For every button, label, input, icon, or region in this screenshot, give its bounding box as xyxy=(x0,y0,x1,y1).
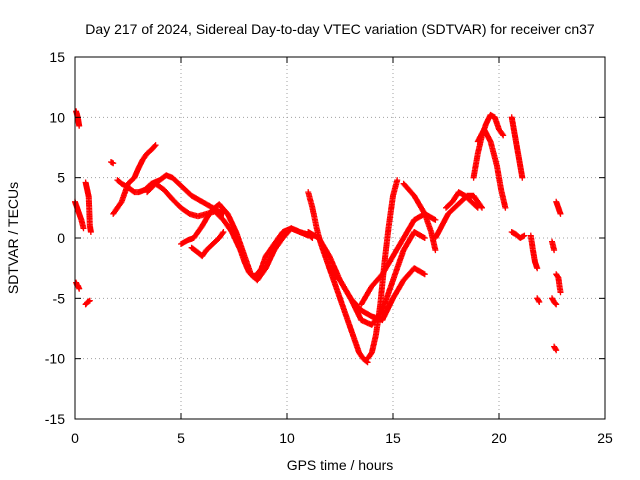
series-markers xyxy=(549,238,558,254)
x-tick-label: 5 xyxy=(177,430,185,446)
y-tick-label: 5 xyxy=(57,170,65,186)
series-markers xyxy=(82,297,93,308)
x-tick-label: 25 xyxy=(597,430,613,446)
series-markers xyxy=(508,114,526,181)
series-markers xyxy=(553,271,564,296)
series-markers xyxy=(470,111,507,181)
series-s15 xyxy=(364,177,401,362)
series-s4 xyxy=(82,179,94,235)
series-markers xyxy=(553,198,564,217)
series-s8 xyxy=(114,172,227,217)
series-s30 xyxy=(553,271,564,296)
series-s21 xyxy=(474,126,509,211)
series-markers xyxy=(534,295,543,305)
x-tick-label: 20 xyxy=(491,430,507,446)
axis-ticks: 0 5 10 15 20 25 -15 -10 -5 0 5 10 15 xyxy=(45,49,613,446)
series-s17 xyxy=(400,180,439,254)
series-markers xyxy=(108,159,117,167)
data-points xyxy=(72,108,564,366)
series-markers xyxy=(73,279,83,292)
series-s22 xyxy=(508,114,526,181)
x-axis-label: GPS time / hours xyxy=(287,457,394,473)
y-tick-label: -5 xyxy=(53,290,66,306)
series-s18 xyxy=(432,192,485,241)
y-tick-label: 15 xyxy=(49,49,65,65)
series-s11 xyxy=(188,229,227,260)
series-s19 xyxy=(443,189,481,211)
series-s28 xyxy=(551,343,560,354)
series-s3 xyxy=(73,279,83,292)
series-s20 xyxy=(470,111,507,181)
series-markers xyxy=(188,229,227,260)
series-s24 xyxy=(527,232,541,272)
series-markers xyxy=(364,177,401,362)
series-markers xyxy=(114,172,227,217)
series-s5 xyxy=(82,297,93,308)
y-axis-label: SDTVAR / TECUs xyxy=(5,182,21,294)
series-markers xyxy=(474,126,509,211)
series-s6 xyxy=(108,159,117,167)
series-s29 xyxy=(553,198,564,217)
y-tick-label: -10 xyxy=(45,351,65,367)
series-s27 xyxy=(549,295,560,308)
chart-title: Day 217 of 2024, Sidereal Day-to-day VTE… xyxy=(85,21,595,37)
y-tick-label: 10 xyxy=(49,109,65,125)
series-markers xyxy=(527,232,541,272)
series-markers xyxy=(72,198,87,232)
y-tick-label: 0 xyxy=(57,230,65,246)
series-markers xyxy=(82,179,94,235)
series-markers xyxy=(549,295,560,308)
series-markers xyxy=(443,189,481,211)
series-s26 xyxy=(549,238,558,254)
series-markers xyxy=(551,343,560,354)
grid-lines xyxy=(75,57,605,419)
series-s10 xyxy=(178,201,312,284)
series-s23 xyxy=(508,229,528,241)
y-tick-label: -15 xyxy=(45,411,65,427)
series-markers xyxy=(508,229,528,241)
x-tick-label: 15 xyxy=(385,430,401,446)
x-tick-label: 0 xyxy=(71,430,79,446)
series-s2 xyxy=(73,108,83,129)
series-s7 xyxy=(110,142,159,217)
series-s25 xyxy=(534,295,543,305)
series-markers xyxy=(178,201,312,284)
series-s1 xyxy=(72,198,87,232)
series-markers xyxy=(432,192,485,241)
series-markers xyxy=(73,108,83,129)
series-markers xyxy=(400,180,439,254)
x-tick-label: 10 xyxy=(279,430,295,446)
series-markers xyxy=(110,142,159,217)
